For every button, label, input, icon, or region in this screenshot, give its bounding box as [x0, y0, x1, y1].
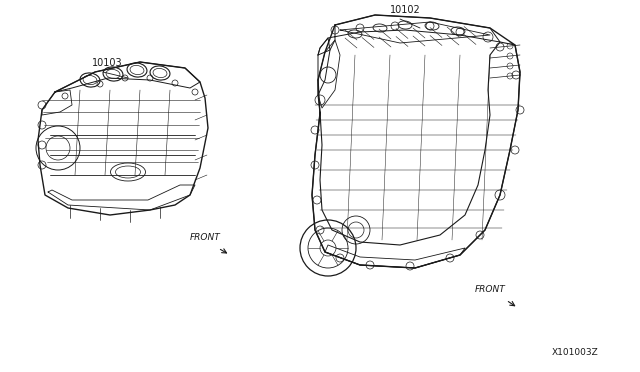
Text: 10103: 10103: [92, 58, 123, 68]
Text: FRONT: FRONT: [475, 285, 506, 294]
Text: X101003Z: X101003Z: [552, 348, 598, 357]
Text: 10102: 10102: [390, 5, 420, 15]
Text: FRONT: FRONT: [190, 233, 221, 242]
